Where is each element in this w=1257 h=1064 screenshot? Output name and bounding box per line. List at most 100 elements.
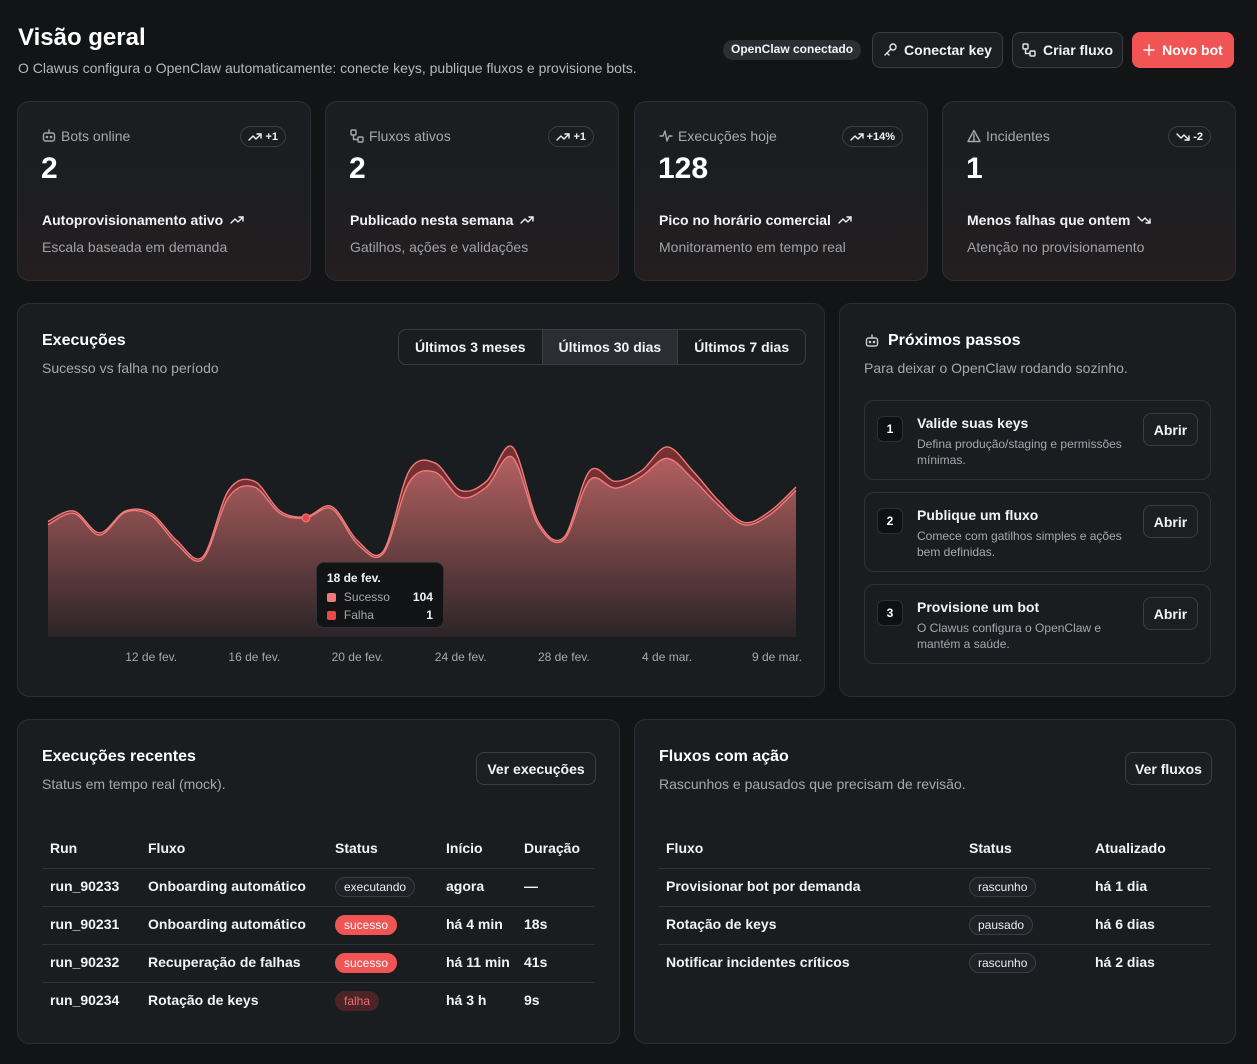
stat-badge: +14% (841, 126, 903, 147)
next-steps-subtitle: Para deixar o OpenClaw rodando sozinho. (864, 360, 1128, 376)
header-button[interactable]: Conectar key (872, 32, 1003, 68)
page-subtitle: O Clawus configura o OpenClaw automatica… (18, 60, 637, 76)
step-title: Publique um fluxo (917, 507, 1039, 523)
table-cell: há 4 min (446, 916, 503, 932)
trend-icon-part (230, 216, 244, 224)
stat-value: 2 (41, 152, 58, 185)
step-item: 1 Valide suas keys Defina produção/staging… (864, 400, 1211, 480)
stat-badge: -2 (1168, 126, 1211, 147)
trend-icon-part (248, 132, 263, 141)
stat-icon (967, 129, 981, 143)
key-icon-part (886, 52, 890, 56)
stat-label: Incidentes (986, 128, 1050, 144)
trend-icon (849, 132, 864, 141)
status-pill: falha (335, 991, 380, 1011)
row-divider (42, 944, 595, 945)
column-header: Início (446, 840, 483, 856)
row-divider (659, 868, 1211, 869)
chart-card: Execuções Sucesso vs falha no período Últi… (17, 303, 825, 697)
tooltip-value: 104 (412, 590, 433, 604)
table-cell: Rotação de keys (148, 992, 259, 1008)
trend-icon-part (256, 132, 263, 139)
bot-icon-part (868, 340, 872, 344)
area-falha (48, 446, 796, 562)
flow-icon-part (1029, 50, 1036, 57)
table-cell: agora (446, 878, 485, 894)
step-description: Defina produção/staging e permissões mín… (917, 437, 1122, 467)
page-title: Visão geral (18, 24, 146, 51)
stat-headline: Menos falhas que ontem (967, 212, 1131, 228)
status-pill: rascunho (969, 953, 1037, 973)
range-option[interactable]: Últimos 7 dias (677, 330, 805, 364)
stat-headline: Autoprovisionamento ativo (42, 212, 224, 228)
x-tick-label: 12 de fev. (125, 650, 177, 664)
table-cell: Recuperação de falhas (148, 954, 301, 970)
step-item: 2 Publique um fluxo Comece com gatilhos si… (864, 492, 1211, 572)
tooltip: 18 de fev. Sucesso 104 Falha 1 (315, 562, 444, 628)
connection-status: OpenClaw conectado (723, 40, 862, 60)
step-number: 1 (877, 416, 903, 442)
step-title: Valide suas keys (917, 415, 1029, 431)
stat-icon (350, 129, 364, 143)
range-option[interactable]: Últimos 30 dias (541, 330, 678, 364)
step-action[interactable]: Abrir (1143, 505, 1198, 538)
table-cell: 18s (524, 916, 548, 932)
trend-icon-part (520, 216, 535, 224)
badge-label: +1 (573, 130, 586, 143)
trend-icon-part (556, 132, 571, 141)
header-button[interactable]: Novo bot (1132, 32, 1234, 68)
tooltip-swatch (326, 611, 336, 620)
card-action[interactable]: Ver execuções (476, 752, 596, 785)
trend-icon (1176, 132, 1190, 141)
card-title: Execuções recentes (42, 748, 196, 765)
x-tick-label: 20 de fev. (332, 650, 384, 664)
column-header: Fluxo (148, 840, 186, 856)
status-pill: sucesso (335, 953, 398, 973)
trend-icon (556, 132, 571, 141)
stat-value: 128 (658, 152, 709, 185)
trend-icon-part (849, 132, 864, 141)
column-header: Run (50, 840, 78, 856)
x-tick-label: 16 de fev. (228, 650, 280, 664)
bot-icon-part (865, 337, 879, 347)
step-item: 3 Provisione um bot O Clawus configura o O… (864, 584, 1211, 664)
trend-icon-part (1145, 218, 1152, 224)
range-option[interactable]: Últimos 3 meses (415, 339, 526, 355)
table-card: Fluxos com ação Rascunhos e pausados que … (634, 719, 1236, 1044)
stat-icon-part (972, 138, 976, 141)
badge-label: +1 (265, 130, 278, 143)
stat-headline-row: Pico no horário comercial (659, 212, 852, 228)
stat-headline: Publicado nesta semana (350, 212, 514, 228)
header-button[interactable]: Criar fluxo (1012, 32, 1123, 68)
row-divider (659, 906, 1211, 907)
table-cell: Notificar incidentes críticos (666, 954, 850, 970)
table-cell: há 1 dia (1095, 878, 1148, 894)
stat-icon-part (352, 134, 359, 141)
trend-icon-part (838, 216, 852, 224)
bot-icon-part (872, 340, 876, 344)
status-pill: executando (335, 877, 416, 897)
table-card: Execuções recentes Status em tempo real (… (17, 719, 620, 1044)
flow-icon (1022, 43, 1036, 57)
stat-value: 2 (349, 152, 366, 185)
stat-note: Monitoramento em tempo real (659, 239, 846, 255)
stat-icon-part (42, 132, 56, 142)
stat-icon (42, 129, 56, 142)
step-description: O Clawus configura o OpenClaw e mantém a… (917, 621, 1102, 651)
column-header: Fluxo (666, 840, 704, 856)
stat-note: Escala baseada em demanda (42, 239, 228, 255)
trend-icon-part (1176, 132, 1190, 141)
badge-label: +14% (866, 130, 895, 143)
trend-icon (230, 216, 244, 224)
card-action[interactable]: Ver fluxos (1125, 752, 1212, 785)
stat-card: Incidentes 1 -2 Menos falhas que ontem Atenç… (942, 101, 1236, 281)
table-cell: há 6 dias (1095, 916, 1155, 932)
stat-icon-part (45, 135, 49, 139)
row-divider (42, 982, 595, 983)
chart-subtitle: Sucesso vs falha no período (42, 360, 219, 376)
line-falha (47, 445, 797, 560)
step-action[interactable]: Abrir (1143, 413, 1198, 446)
step-action[interactable]: Abrir (1143, 597, 1198, 630)
table-cell: Onboarding automático (148, 878, 306, 894)
stat-badge: +1 (548, 126, 594, 147)
